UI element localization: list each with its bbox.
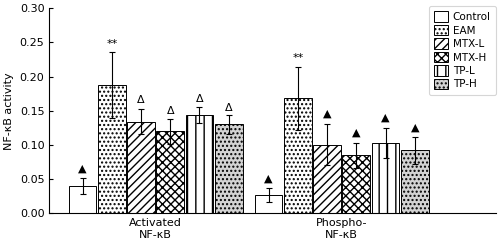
Text: ▲: ▲ bbox=[264, 173, 273, 183]
Bar bbox=[401, 151, 428, 213]
Text: **: ** bbox=[292, 53, 304, 63]
Bar bbox=[186, 115, 214, 213]
Y-axis label: NF-κB activity: NF-κB activity bbox=[4, 72, 14, 150]
Bar bbox=[127, 122, 155, 213]
Text: ▲: ▲ bbox=[78, 164, 87, 174]
Bar bbox=[372, 143, 400, 213]
Bar bbox=[254, 195, 282, 213]
Text: Δ: Δ bbox=[137, 95, 145, 105]
Bar bbox=[313, 145, 341, 213]
Bar bbox=[98, 85, 126, 213]
Bar bbox=[68, 186, 96, 213]
Bar bbox=[215, 124, 242, 213]
Text: ▲: ▲ bbox=[352, 128, 360, 138]
Text: ▲: ▲ bbox=[382, 113, 390, 123]
Bar bbox=[284, 99, 312, 213]
Text: Δ: Δ bbox=[225, 103, 232, 113]
Text: **: ** bbox=[106, 39, 118, 49]
Text: Δ: Δ bbox=[196, 94, 203, 104]
Legend: Control, EAM, MTX-L, MTX-H, TP-L, TP-H: Control, EAM, MTX-L, MTX-H, TP-L, TP-H bbox=[428, 6, 496, 95]
Bar bbox=[342, 155, 370, 213]
Bar bbox=[156, 131, 184, 213]
Text: ▲: ▲ bbox=[323, 109, 332, 119]
Text: ▲: ▲ bbox=[410, 123, 419, 133]
Text: Δ: Δ bbox=[166, 106, 174, 116]
